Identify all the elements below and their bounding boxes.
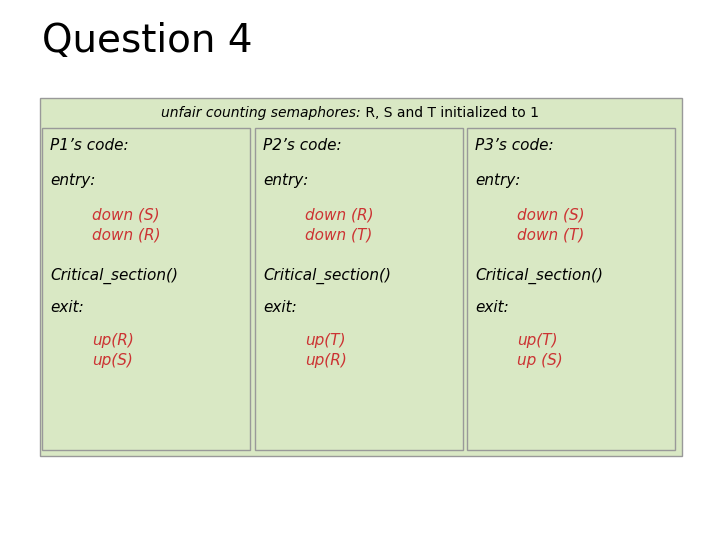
Text: P2’s code:: P2’s code: (263, 138, 341, 153)
Text: down (S): down (S) (92, 208, 160, 223)
Text: down (S): down (S) (517, 208, 585, 223)
Text: exit:: exit: (475, 300, 509, 315)
Text: down (T): down (T) (305, 228, 372, 243)
Text: down (R): down (R) (305, 208, 374, 223)
Text: up(S): up(S) (92, 353, 133, 368)
Text: exit:: exit: (50, 300, 84, 315)
Text: entry:: entry: (263, 173, 308, 188)
FancyBboxPatch shape (467, 128, 675, 450)
Text: Question 4: Question 4 (42, 22, 253, 60)
Text: up(R): up(R) (92, 333, 134, 348)
FancyBboxPatch shape (255, 128, 463, 450)
Text: P3’s code:: P3’s code: (475, 138, 554, 153)
Text: R, S and T initialized to 1: R, S and T initialized to 1 (361, 106, 539, 120)
Text: unfair counting semaphores:: unfair counting semaphores: (161, 106, 361, 120)
Text: up(R): up(R) (305, 353, 347, 368)
Text: entry:: entry: (50, 173, 95, 188)
Text: exit:: exit: (263, 300, 297, 315)
FancyBboxPatch shape (42, 128, 250, 450)
Text: up (S): up (S) (517, 353, 563, 368)
Text: P1’s code:: P1’s code: (50, 138, 129, 153)
Text: down (T): down (T) (517, 228, 585, 243)
Text: up(T): up(T) (517, 333, 557, 348)
Text: entry:: entry: (475, 173, 521, 188)
Text: Critical_section(): Critical_section() (50, 268, 178, 284)
Text: Critical_section(): Critical_section() (475, 268, 603, 284)
Text: up(T): up(T) (305, 333, 346, 348)
Text: down (R): down (R) (92, 228, 161, 243)
FancyBboxPatch shape (40, 98, 682, 456)
Text: Critical_section(): Critical_section() (263, 268, 391, 284)
